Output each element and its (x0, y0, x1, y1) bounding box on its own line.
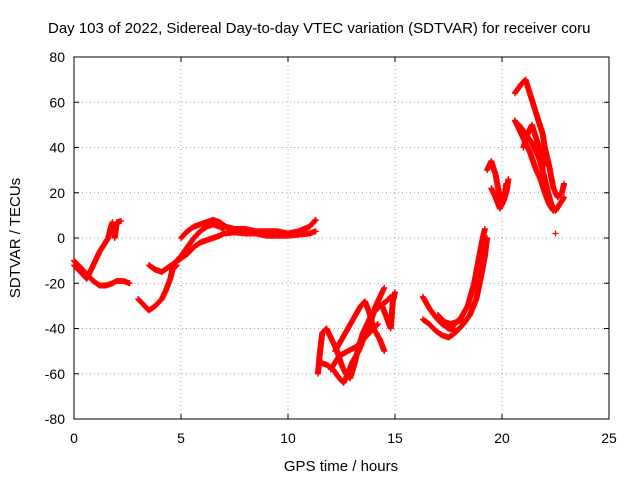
data-point (550, 207, 557, 214)
data-point (126, 280, 133, 287)
x-axis-label: GPS time / hours (284, 458, 398, 475)
data-point (561, 194, 568, 201)
y-tick-label: -80 (45, 411, 65, 427)
data-point (460, 316, 467, 323)
x-tick-label: 25 (601, 430, 617, 446)
y-tick-label: 80 (49, 49, 65, 65)
data-point (312, 217, 319, 224)
data-point (118, 218, 125, 225)
y-tick-label: -20 (45, 275, 65, 291)
data-point (561, 180, 568, 187)
x-tick-label: 20 (494, 430, 510, 446)
data-points (71, 76, 568, 386)
y-tick-label: 60 (49, 94, 65, 110)
x-tick-label: 0 (70, 430, 78, 446)
data-point (481, 225, 488, 232)
y-tick-label: 20 (49, 185, 65, 201)
y-tick-label: 40 (49, 140, 65, 156)
chart-title: Day 103 of 2022, Sidereal Day-to-day VTE… (48, 20, 590, 37)
data-point (312, 216, 319, 223)
y-tick-label: 0 (57, 230, 65, 246)
data-point (503, 180, 510, 187)
data-point (374, 321, 381, 328)
data-point (505, 176, 512, 183)
data-point (552, 230, 559, 237)
data-point (381, 284, 388, 291)
data-point (312, 228, 319, 235)
data-point (541, 162, 548, 169)
data-point (392, 289, 398, 296)
x-tick-label: 5 (177, 430, 185, 446)
data-point (484, 235, 491, 241)
data-point (381, 348, 388, 355)
y-axis-label: SDTVAR / TECUs (7, 178, 24, 298)
x-tick-label: 15 (387, 430, 403, 446)
y-tick-label: -40 (45, 321, 65, 337)
ticks: 0 5 10 15 20 25 -80 -60 -40 -20 0 20 40 60 80 (45, 49, 617, 446)
y-tick-label: -60 (45, 366, 65, 382)
x-tick-label: 10 (280, 430, 296, 446)
data-point (374, 320, 381, 327)
